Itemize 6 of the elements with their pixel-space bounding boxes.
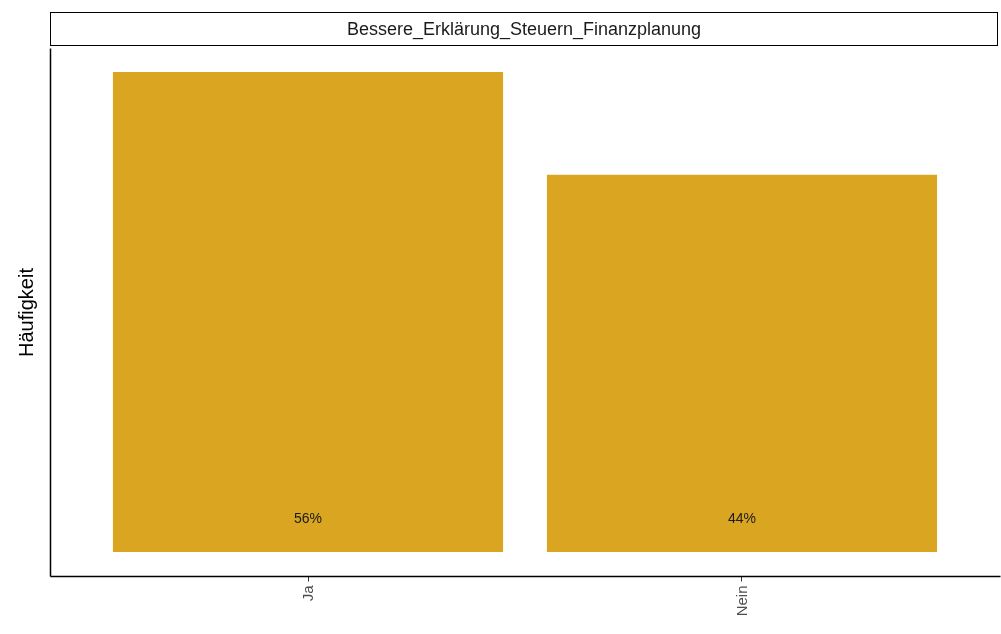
data-label: 44%	[727, 510, 757, 526]
data-label: 56%	[293, 510, 323, 526]
x-tick-label: Nein	[732, 585, 750, 617]
x-tick-label: Ja	[299, 584, 317, 602]
y-axis-title: Häufigkeit	[14, 267, 37, 357]
chart-title: Bessere_Erklärung_Steuern_Finanzplanung	[50, 12, 998, 46]
